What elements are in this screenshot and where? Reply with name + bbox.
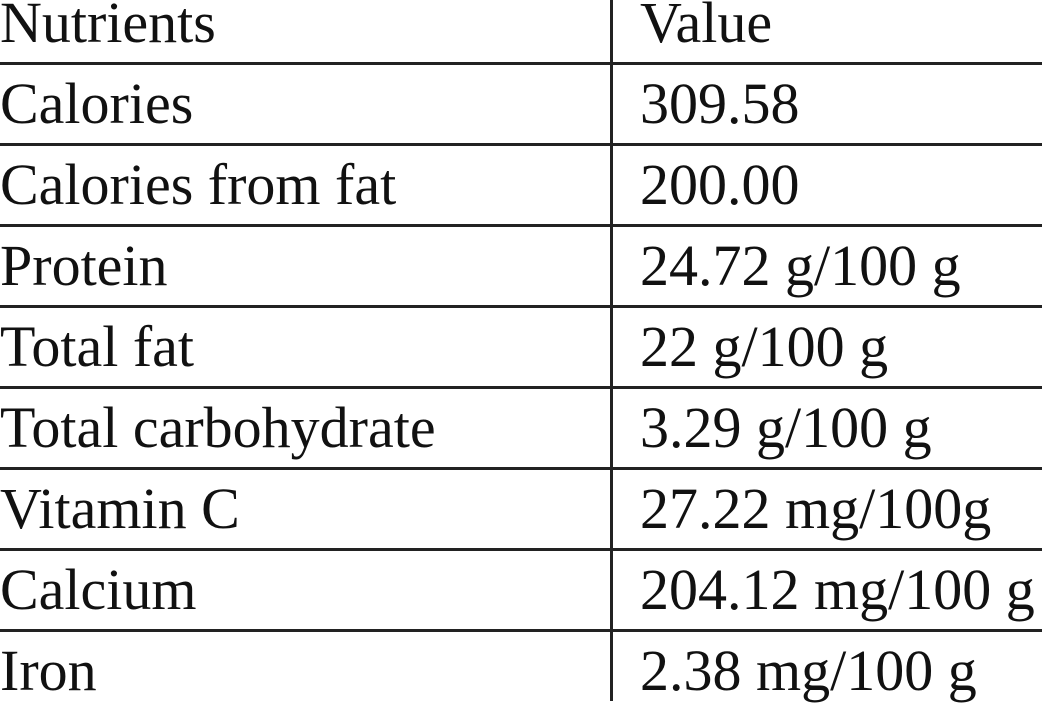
- value-cell: 3.29 g/100 g: [640, 395, 932, 460]
- nutrient-cell: Protein: [0, 233, 168, 298]
- table-row: Iron 2.38 mg/100 g: [0, 632, 1042, 713]
- nutrient-cell: Iron: [0, 638, 97, 703]
- value-cell: 22 g/100 g: [640, 314, 889, 379]
- value-cell: 2.38 mg/100 g: [640, 638, 977, 703]
- table-row: Protein 24.72 g/100 g: [0, 227, 1042, 308]
- table-row: Calories from fat 200.00: [0, 146, 1042, 227]
- nutrient-cell: Calories: [0, 71, 194, 136]
- table-row: Calcium 204.12 mg/100 g: [0, 551, 1042, 632]
- nutrient-cell: Vitamin C: [0, 476, 240, 541]
- header-value: Value: [640, 0, 773, 55]
- table-header-row: Nutrients Value: [0, 0, 1042, 65]
- value-cell: 27.22 mg/100g: [640, 476, 992, 541]
- value-cell: 204.12 mg/100 g: [640, 557, 1035, 622]
- column-divider: [610, 0, 613, 701]
- nutrient-cell: Total carbohydrate: [0, 395, 436, 460]
- table-row: Calories 309.58: [0, 65, 1042, 146]
- table-row: Total carbohydrate 3.29 g/100 g: [0, 389, 1042, 470]
- value-cell: 24.72 g/100 g: [640, 233, 961, 298]
- nutrient-cell: Total fat: [0, 314, 195, 379]
- nutrient-cell: Calories from fat: [0, 152, 397, 217]
- value-cell: 200.00: [640, 152, 800, 217]
- nutrient-cell: Calcium: [0, 557, 197, 622]
- table-row: Vitamin C 27.22 mg/100g: [0, 470, 1042, 551]
- value-cell: 309.58: [640, 71, 800, 136]
- table-row: Total fat 22 g/100 g: [0, 308, 1042, 389]
- header-nutrients: Nutrients: [0, 0, 216, 55]
